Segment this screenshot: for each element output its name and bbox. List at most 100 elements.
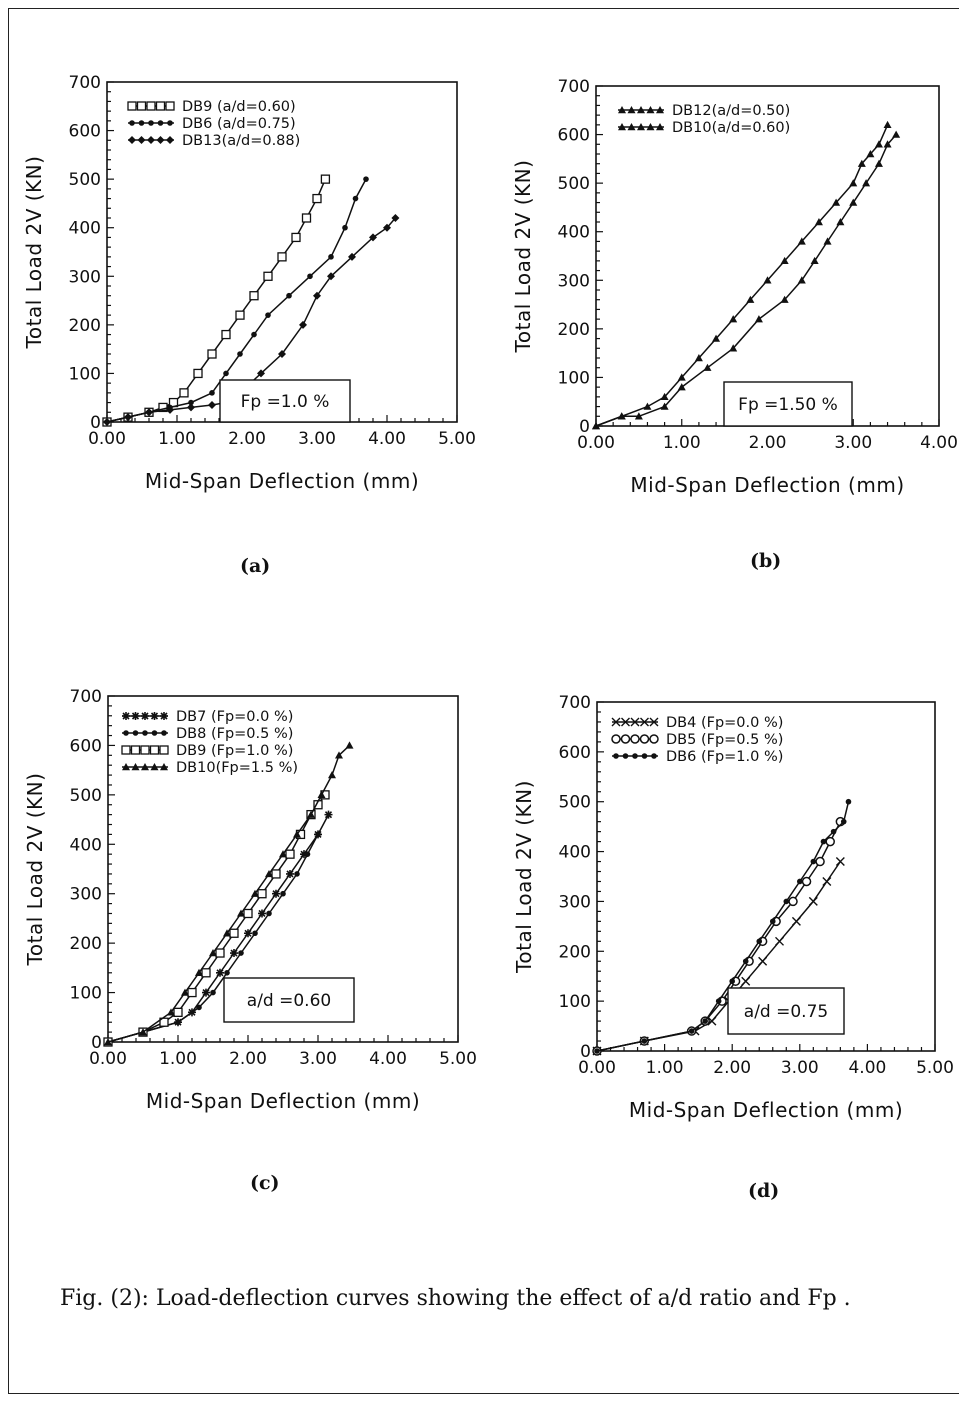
series-0 — [102, 174, 331, 427]
legend-marker — [150, 763, 159, 771]
data-point — [258, 909, 266, 918]
y-axis-title: Total Load 2V (KN) — [22, 156, 46, 350]
legend-label: DB6 (Fp=1.0 %) — [666, 749, 783, 765]
data-point — [345, 741, 354, 749]
data-point — [617, 412, 626, 420]
legend-marker — [160, 712, 168, 720]
x-tick-label: 5.00 — [439, 1049, 477, 1069]
x-axis-title: Mid-Span Deflection (mm) — [145, 469, 419, 493]
data-point — [369, 233, 377, 242]
data-point — [196, 1004, 202, 1011]
legend-marker — [132, 730, 139, 736]
legend-marker — [618, 123, 626, 131]
data-point — [383, 223, 391, 232]
legend-marker — [630, 717, 640, 727]
data-point — [849, 198, 858, 206]
plot-frame — [595, 85, 940, 427]
data-point — [266, 910, 272, 917]
data-point — [313, 291, 321, 300]
data-point — [193, 368, 203, 379]
data-point — [874, 159, 883, 167]
legend-marker — [131, 712, 140, 720]
chart-b: 0 100 200 300 400 500 600 700 0.00 1.00 2.00 3.00 4.… — [500, 60, 967, 520]
legend-label: DB10(a/d=0.60) — [672, 120, 790, 136]
chart-svg: 0 100 200 300 400 500 600 700 0.00 1.00 2.00 3.00 4.… — [22, 73, 476, 493]
data-point — [814, 218, 823, 226]
data-point — [707, 1016, 717, 1026]
legend-marker — [627, 106, 636, 114]
panel-label-d: (d) — [748, 1180, 780, 1202]
legend-marker — [649, 717, 659, 727]
data-point — [729, 344, 738, 352]
data-point — [857, 159, 866, 167]
data-point — [791, 916, 801, 926]
data-point — [224, 970, 230, 976]
data-point — [715, 998, 722, 1004]
data-point — [304, 851, 311, 857]
data-point — [223, 370, 229, 377]
data-point — [756, 938, 763, 945]
legend-item: DB4 (Fp=0.0 %) — [611, 715, 783, 731]
data-point — [391, 214, 400, 222]
data-point — [209, 949, 217, 957]
annotation-text: a/d =0.75 — [744, 1002, 828, 1022]
legend-marker — [161, 730, 167, 736]
data-point — [874, 140, 883, 148]
panel-label-b: (b) — [750, 550, 782, 572]
y-tick-label: 400 — [69, 219, 101, 239]
legend-marker — [136, 101, 147, 111]
legend-marker — [160, 763, 168, 771]
data-point — [702, 1018, 708, 1024]
data-point — [286, 292, 292, 299]
annotation-text: a/d =0.60 — [247, 991, 331, 1011]
y-tick-label: 700 — [558, 77, 590, 97]
series-1 — [104, 176, 369, 425]
data-point — [202, 988, 210, 997]
y-tick-label: 0 — [91, 1033, 102, 1053]
legend-marker — [122, 763, 130, 771]
x-tick-label: 2.00 — [228, 429, 266, 449]
data-point — [677, 373, 686, 381]
data-point — [103, 418, 111, 426]
series-2 — [594, 798, 852, 1054]
legend-marker — [641, 753, 648, 759]
data-point — [815, 856, 825, 867]
data-point — [327, 272, 335, 281]
data-point — [208, 401, 216, 409]
legend-marker — [123, 730, 129, 736]
legend-marker — [639, 734, 650, 744]
legend-marker — [156, 136, 165, 144]
x-tick-label: 4.00 — [920, 433, 958, 453]
x-tick-label: 3.00 — [781, 1058, 819, 1078]
data-point — [187, 987, 197, 998]
data-point — [840, 818, 847, 825]
data-point — [849, 179, 858, 187]
legend-marker — [637, 106, 645, 114]
y-tick-label: 300 — [70, 885, 102, 905]
series-2 — [103, 790, 330, 1047]
data-point — [280, 890, 286, 897]
plot-frame — [596, 701, 936, 1052]
data-point — [209, 390, 215, 396]
legend-item: DB6 (Fp=1.0 %) — [612, 749, 783, 765]
legend-marker — [646, 123, 655, 131]
data-point — [230, 949, 238, 958]
legend-marker — [127, 101, 137, 111]
y-tick-label: 0 — [580, 1042, 591, 1062]
y-tick-label: 300 — [558, 271, 590, 291]
data-point — [277, 252, 287, 262]
series-line — [595, 134, 897, 427]
x-axis-title: Mid-Span Deflection (mm) — [629, 1098, 903, 1122]
legend-item: DB9 (a/d=0.60) — [127, 99, 296, 115]
legend-label: DB6 (a/d=0.75) — [182, 116, 296, 132]
data-point — [822, 876, 832, 886]
data-point — [187, 403, 195, 412]
data-point — [754, 315, 763, 323]
data-point — [265, 312, 271, 318]
data-point — [797, 878, 803, 885]
legend-marker — [146, 101, 156, 111]
legend-marker — [157, 120, 164, 126]
y-tick-label: 200 — [558, 320, 590, 340]
legend-label: DB5 (Fp=0.5 %) — [666, 732, 783, 748]
data-point — [271, 869, 281, 879]
